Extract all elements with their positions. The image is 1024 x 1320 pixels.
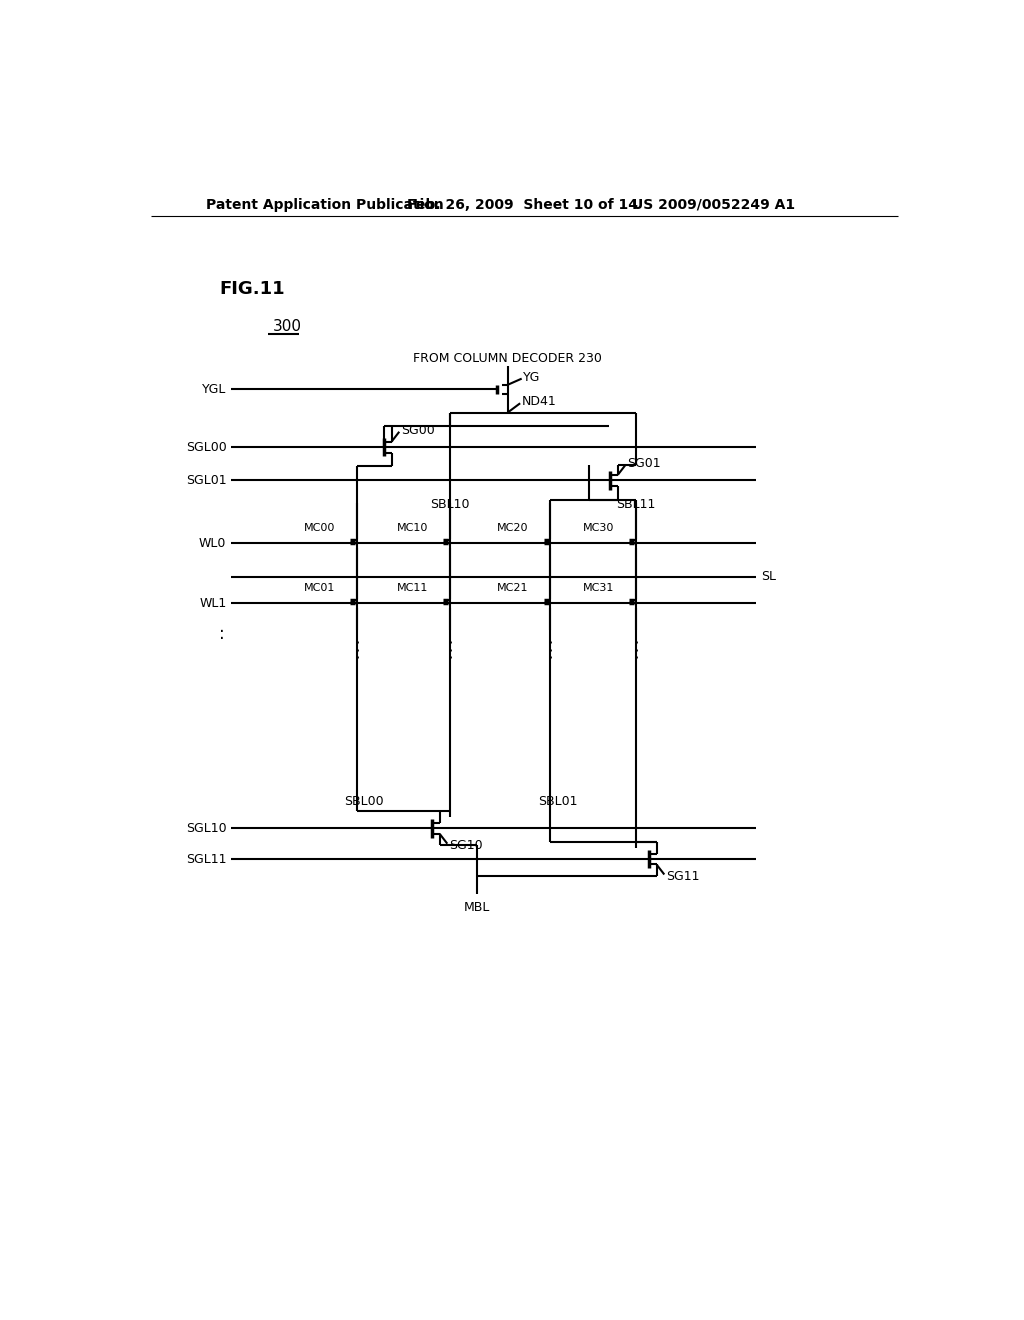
Text: FROM COLUMN DECODER 230: FROM COLUMN DECODER 230	[414, 352, 602, 366]
Text: YG: YG	[523, 371, 541, 384]
Text: SGL00: SGL00	[185, 441, 226, 454]
Text: MC00: MC00	[303, 523, 335, 533]
Text: SG01: SG01	[627, 457, 660, 470]
Text: MC31: MC31	[583, 583, 614, 593]
Text: MBL: MBL	[464, 902, 489, 915]
Text: WL0: WL0	[199, 537, 226, 550]
Text: MC21: MC21	[498, 583, 528, 593]
Text: SBL01: SBL01	[539, 795, 578, 808]
Text: SBL11: SBL11	[616, 499, 655, 511]
Text: MC20: MC20	[498, 523, 528, 533]
Text: SG11: SG11	[666, 870, 699, 883]
Text: 300: 300	[273, 318, 302, 334]
Text: MC10: MC10	[396, 523, 428, 533]
Text: MC11: MC11	[396, 583, 428, 593]
Text: SGL10: SGL10	[185, 822, 226, 834]
Text: SBL10: SBL10	[430, 499, 469, 511]
Text: Patent Application Publication: Patent Application Publication	[206, 198, 443, 211]
Text: SG10: SG10	[449, 838, 482, 851]
Text: US 2009/0052249 A1: US 2009/0052249 A1	[632, 198, 795, 211]
Text: MC30: MC30	[583, 523, 614, 533]
Text: SGL01: SGL01	[185, 474, 226, 487]
Text: SGL11: SGL11	[186, 853, 226, 866]
Text: ND41: ND41	[521, 395, 556, 408]
Text: :: :	[219, 626, 224, 643]
Text: FIG.11: FIG.11	[219, 280, 285, 298]
Text: MC01: MC01	[303, 583, 335, 593]
Text: WL1: WL1	[200, 597, 226, 610]
Text: Feb. 26, 2009  Sheet 10 of 14: Feb. 26, 2009 Sheet 10 of 14	[407, 198, 638, 211]
Text: SL: SL	[761, 570, 776, 583]
Text: SG00: SG00	[400, 424, 434, 437]
Text: SBL00: SBL00	[344, 795, 384, 808]
Text: YGL: YGL	[202, 383, 226, 396]
